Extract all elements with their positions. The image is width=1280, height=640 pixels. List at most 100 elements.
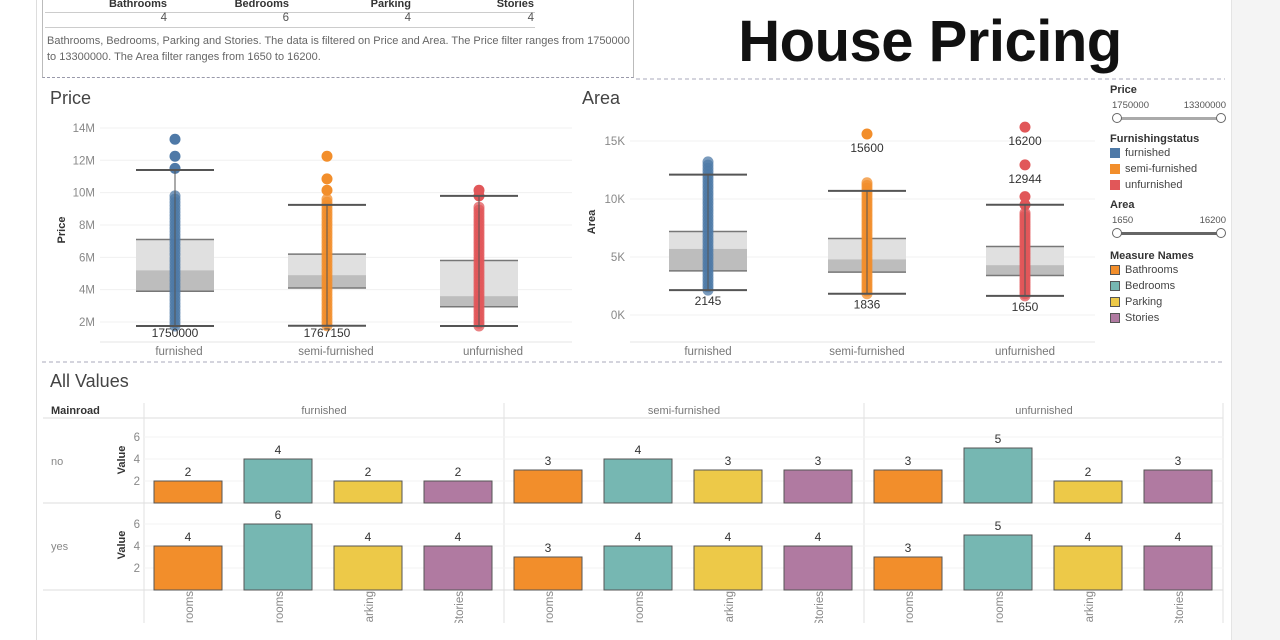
outlier-point xyxy=(473,184,485,196)
price-slider-max-handle[interactable] xyxy=(1216,113,1226,123)
price-filter-min: 1750000 xyxy=(1112,100,1149,111)
box-plot-furnished xyxy=(136,133,214,332)
bar-value-label: 4 xyxy=(365,530,372,544)
data-point xyxy=(861,177,873,189)
x-category-label: furnished xyxy=(155,346,202,358)
outlier-point xyxy=(169,162,181,174)
bar-stories xyxy=(1143,469,1213,504)
bar-value-label: 3 xyxy=(905,454,912,468)
summary-value: 4 xyxy=(404,12,411,24)
summary-value: 6 xyxy=(282,12,289,24)
data-point xyxy=(321,193,333,205)
area-slider-min-handle[interactable] xyxy=(1112,228,1122,238)
price-slider-min-handle[interactable] xyxy=(1112,113,1122,123)
y-tick-label: 14M xyxy=(73,123,95,135)
row-label-yes: yes xyxy=(51,541,69,553)
bar-stories xyxy=(423,545,493,591)
legend-item-bathrooms[interactable]: Bathrooms xyxy=(1110,262,1228,278)
outlier-label: 16200 xyxy=(1008,134,1042,148)
y-tick-label: 6M xyxy=(79,252,95,264)
legend-item-parking[interactable]: Parking xyxy=(1110,294,1228,310)
outlier-point xyxy=(169,133,181,145)
bar-value-label: 2 xyxy=(1085,465,1092,479)
bar-bathrooms xyxy=(513,556,583,591)
x-category-label: Stories xyxy=(454,591,466,623)
bar-bedrooms xyxy=(243,458,313,504)
bar-value-label: 2 xyxy=(365,465,372,479)
measure-legend-items: Bathrooms Bedrooms Parking Stories xyxy=(1110,262,1228,326)
bar-bathrooms xyxy=(873,469,943,504)
bar-bedrooms xyxy=(603,545,673,591)
bar-value-label: 3 xyxy=(545,541,552,555)
summary-header: Stories xyxy=(496,0,534,10)
bar-value-label: 3 xyxy=(905,541,912,555)
y-tick-label: 4 xyxy=(134,454,141,466)
legend-item-furnished[interactable]: furnished xyxy=(1110,145,1228,161)
legend-item-semi-furnished[interactable]: semi-furnished xyxy=(1110,161,1228,177)
x-category-label: Bathrooms xyxy=(544,591,556,623)
x-category-label: semi-furnished xyxy=(829,346,904,358)
bar-value-label: 4 xyxy=(1085,530,1092,544)
bar-bathrooms xyxy=(153,545,223,591)
y-axis-title: Area xyxy=(586,209,598,234)
legend-label: Bedrooms xyxy=(1125,280,1176,292)
x-category-label: furnished xyxy=(684,346,731,358)
legend-label: furnished xyxy=(1125,147,1171,159)
column-header-furnished: furnished xyxy=(301,405,346,417)
legend-item-unfurnished[interactable]: unfurnished xyxy=(1110,177,1228,193)
furnishing-legend-title: Furnishingstatus xyxy=(1110,133,1200,145)
bar-parking xyxy=(333,480,403,504)
box-plot-unfurnished xyxy=(440,184,518,332)
x-category-label: Parking xyxy=(1084,591,1096,623)
box-plot-furnished xyxy=(669,156,747,296)
row-label-no: no xyxy=(51,456,63,468)
whisker-low-label: 1767150 xyxy=(304,326,351,340)
column-header-semi-furnished: semi-furnished xyxy=(648,405,720,417)
bar-value-label: 6 xyxy=(275,508,282,522)
area-chart-title: Area xyxy=(582,88,621,108)
bar-value-label: 4 xyxy=(815,530,822,544)
right-margin xyxy=(1231,0,1280,640)
outlier-point xyxy=(1019,191,1031,203)
bar-bedrooms xyxy=(603,458,673,504)
x-category-label: unfurnished xyxy=(463,346,523,358)
y-tick-label: 6 xyxy=(134,519,140,531)
summary-value: 4 xyxy=(527,12,534,24)
color-swatch xyxy=(1110,297,1120,307)
y-tick-label: 8M xyxy=(79,220,95,232)
bar-stories xyxy=(783,469,853,504)
area-slider-max-handle[interactable] xyxy=(1216,228,1226,238)
bar-value-label: 5 xyxy=(995,519,1002,533)
bar-bedrooms xyxy=(963,447,1033,504)
bar-value-label: 4 xyxy=(275,443,282,457)
outlier-point xyxy=(861,128,873,140)
y-tick-label: 0K xyxy=(611,310,625,322)
bar-stories xyxy=(1143,545,1213,591)
y-axis-title: Value xyxy=(116,531,128,560)
divider xyxy=(45,12,535,13)
area-filter-range: 1650 16200 xyxy=(1110,215,1228,226)
y-tick-label: 4 xyxy=(134,541,141,553)
area-filter-max: 16200 xyxy=(1199,215,1226,226)
legend-item-stories[interactable]: Stories xyxy=(1110,310,1228,326)
x-category-label: Parking xyxy=(724,591,736,623)
y-axis-title: Price xyxy=(56,217,68,244)
price-range-slider[interactable] xyxy=(1112,113,1226,123)
bar-bedrooms xyxy=(243,523,313,591)
area-range-slider[interactable] xyxy=(1112,228,1226,238)
y-tick-label: 2M xyxy=(79,317,95,329)
x-category-label: Bathrooms xyxy=(904,591,916,623)
summary-header: Parking xyxy=(370,0,411,10)
slider-track xyxy=(1114,232,1224,235)
summary-panel: Bathrooms Bedrooms Parking Stories 4 6 4… xyxy=(42,0,634,78)
whisker-low-label: 2145 xyxy=(695,294,722,308)
outlier-point xyxy=(169,150,181,162)
y-tick-label: 12M xyxy=(73,155,95,167)
legend-label: Parking xyxy=(1125,296,1163,308)
bar-parking xyxy=(1053,480,1123,504)
bar-value-label: 3 xyxy=(725,454,732,468)
x-category-label: unfurnished xyxy=(995,346,1055,358)
color-swatch xyxy=(1110,148,1120,158)
y-tick-label: 15K xyxy=(605,136,626,148)
legend-item-bedrooms[interactable]: Bedrooms xyxy=(1110,278,1228,294)
